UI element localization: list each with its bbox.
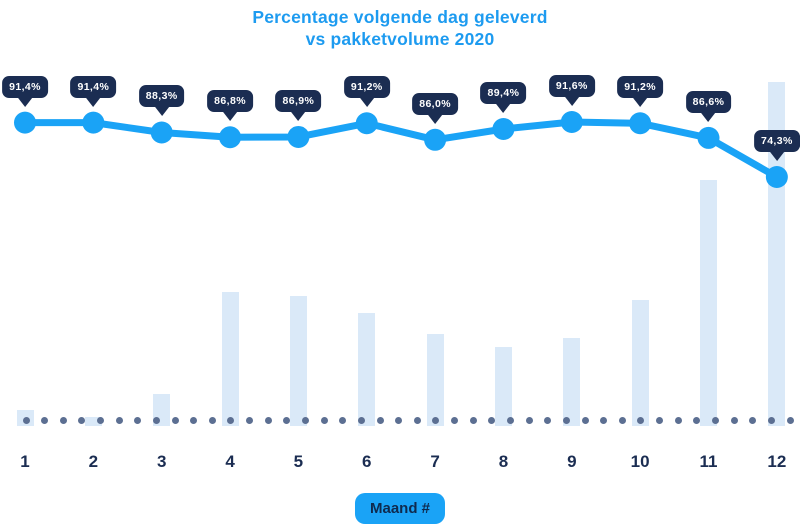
month-label-4: 4 — [225, 452, 235, 471]
volume-bar-month-5[interactable] — [289, 295, 307, 426]
chart-title-line2: vs pakketvolume 2020 — [305, 29, 495, 49]
value-tooltip-month-3: 88,3% — [138, 85, 185, 108]
value-tooltip-month-4: 86,8% — [207, 90, 253, 113]
baseline-dot — [562, 416, 570, 424]
baseline-dot — [22, 416, 30, 424]
baseline-dot — [767, 416, 775, 424]
baseline-dot — [469, 416, 477, 424]
baseline-dot — [525, 416, 533, 424]
month-label-3: 3 — [156, 452, 167, 471]
baseline-dot — [152, 416, 160, 424]
month-label-12: 12 — [767, 452, 787, 471]
baseline-dot — [78, 416, 86, 424]
baseline-dot — [208, 416, 216, 424]
baseline-dot — [600, 416, 608, 424]
baseline-dot — [656, 416, 664, 424]
baseline-dot — [581, 416, 589, 424]
volume-bar-month-2[interactable] — [84, 417, 102, 426]
baseline-dot — [618, 416, 626, 424]
baseline-dot — [302, 416, 309, 424]
baseline-dot — [97, 416, 105, 424]
baseline-dot — [246, 416, 254, 424]
baseline-dot — [674, 416, 682, 424]
volume-bar-month-4[interactable] — [221, 291, 239, 426]
value-tooltip-month-9: 91,6% — [548, 75, 595, 97]
value-tooltip-month-10: 91,2% — [617, 76, 664, 99]
baseline-dot — [59, 416, 67, 424]
month-label-9: 9 — [567, 452, 577, 471]
chart-title-line1: Percentage volgende dag geleverd — [252, 7, 548, 27]
baseline-dot — [544, 416, 552, 424]
month-label-6: 6 — [362, 452, 372, 471]
baseline-dot — [357, 416, 365, 424]
baseline-dot — [730, 416, 738, 424]
baseline-dot — [115, 416, 123, 424]
month-label-8: 8 — [498, 452, 509, 471]
value-tooltip-month-6: 91,2% — [343, 76, 390, 99]
baseline-dot — [395, 416, 403, 424]
month-label-1: 1 — [20, 452, 30, 471]
volume-bar-month-11[interactable] — [700, 180, 717, 426]
baseline-dot — [320, 416, 328, 424]
month-label-10: 10 — [630, 452, 650, 471]
baseline-dot — [339, 416, 347, 424]
baseline-dot — [786, 416, 794, 424]
baseline-dot — [413, 416, 421, 424]
baseline-dot — [227, 416, 235, 424]
month-label-5: 5 — [293, 452, 304, 471]
value-tooltip-month-7: 86,0% — [412, 92, 458, 115]
baseline-dot — [711, 416, 719, 424]
value-tooltip-month-1: 91,4% — [2, 75, 48, 98]
month-label-7: 7 — [430, 452, 440, 471]
baseline-dot — [190, 416, 198, 424]
baseline-dot — [264, 416, 272, 424]
month-label-11: 11 — [699, 452, 718, 471]
baseline-dot — [376, 416, 384, 424]
baseline-dot — [432, 416, 440, 424]
baseline-dot — [506, 416, 514, 424]
value-tooltip-month-5: 86,9% — [275, 89, 322, 112]
baseline-dot — [637, 416, 645, 424]
baseline-dot — [283, 416, 291, 424]
value-tooltip-month-2: 91,4% — [70, 75, 117, 98]
month-label-2: 2 — [88, 452, 99, 471]
baseline-dot — [693, 416, 701, 424]
volume-bar-month-9[interactable] — [563, 337, 581, 426]
baseline-dot — [451, 416, 459, 424]
x-axis-label-pill: Maand # — [354, 493, 446, 524]
volume-bar-month-7[interactable] — [426, 334, 444, 426]
volume-bar-month-6[interactable] — [358, 313, 376, 426]
value-tooltip-month-11: 86,6% — [685, 90, 732, 113]
baseline-dot — [488, 416, 496, 424]
baseline-dot — [134, 416, 142, 424]
x-axis-label: Maand # — [369, 500, 431, 517]
baseline-dot — [749, 416, 757, 424]
volume-bar-month-10[interactable] — [631, 300, 649, 426]
chart-title: Percentage volgende dag geleverd vs pakk… — [0, 6, 800, 50]
baseline-dot — [41, 416, 49, 424]
volume-bar-month-8[interactable] — [494, 346, 512, 426]
value-tooltip-month-12: 74,3% — [753, 130, 800, 152]
value-tooltip-month-8: 89,4% — [480, 81, 527, 104]
baseline-dot — [171, 416, 179, 424]
